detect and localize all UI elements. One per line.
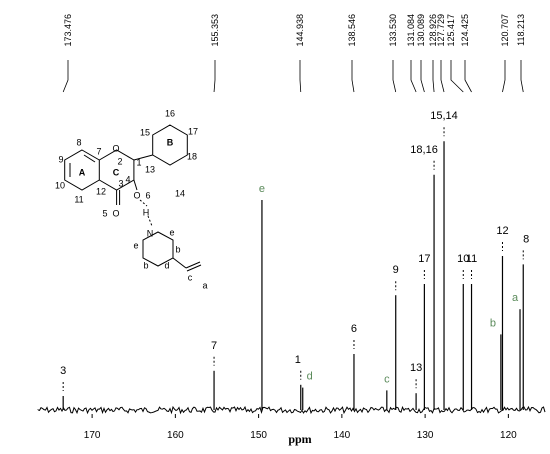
structure-bonds [64,124,202,272]
peak-ppm-label: 131.084 [406,14,416,47]
ppm-connector [464,60,472,93]
structure-label: A [79,167,86,177]
peak-ppm-label: 128.926 [428,14,438,47]
ppm-connector [420,60,425,93]
peak-annotation: 15,14 [430,110,458,122]
peak-annotation: 11 [466,253,477,265]
structure-label: N [147,228,154,238]
ppm-connector [440,60,445,93]
structure-label: e [169,227,174,237]
x-tick-label: 150 [250,430,267,441]
peak-annotation: 9 [393,264,399,276]
x-tick-label: 160 [167,430,184,441]
x-tick-label: 130 [417,430,434,441]
peak-annotation: 17 [418,253,430,265]
peak-annotation: a [512,292,519,304]
peak-ppm-label: 144.938 [295,14,305,47]
structure-label: e [133,240,138,250]
ppm-connector [432,60,435,93]
structure-label: 6 [145,190,150,200]
peak-annotation: d [307,371,313,383]
peak-annotation: 1 [295,354,301,366]
ppm-connector [213,60,216,93]
structure-label: 5 [102,208,107,218]
peak-ppm-label: 120.707 [500,14,510,47]
structure-label: 12 [96,186,106,196]
peak-ppm-label: 173.476 [63,14,73,47]
peak-annotation: 13 [410,362,422,374]
structure-label: 13 [145,164,155,174]
structure-label: 7 [96,146,101,156]
x-tick-label: 120 [500,430,517,441]
structure-label: B [167,137,174,147]
peak-annotation: 12 [496,225,508,237]
peak-ppm-label: 133.530 [388,14,398,47]
x-tick-label: 170 [84,430,101,441]
structure-label: C [113,167,120,177]
peak-annotation: 18,16 [410,144,438,156]
x-axis-label: ppm [288,432,311,446]
structure-label: H [143,207,150,217]
structure-label: 3 [118,178,123,188]
structure-label: 8 [76,137,81,147]
ppm-connector [299,60,302,93]
ppm-connector [520,60,524,93]
structure-label: 4 [125,174,130,184]
structure-label: 15 [140,127,150,137]
structure-label: 16 [165,108,175,118]
structure-label: c [188,272,193,282]
peak-annotation: 8 [523,233,529,245]
peak-ppm-label: 155.353 [210,14,220,47]
ppm-connector [62,60,69,93]
structure-label: 2 [117,156,122,166]
baseline-noise [37,405,546,415]
peak-annotation: c [384,373,390,385]
x-tick-label: 140 [334,430,351,441]
ppm-connector [410,60,417,93]
structure-label: 14 [175,188,185,198]
structure-label: 10 [55,180,65,190]
structure-label: a [202,280,207,290]
peak-annotation: b [490,317,496,329]
ppm-connector [392,60,397,93]
peak-annotation: 10 [457,253,469,265]
peak-ppm-label: 124.425 [460,14,470,47]
structure-label: b [143,260,148,270]
peak-ppm-label: 127.729 [436,14,446,47]
peak-ppm-label: 125.417 [446,14,456,47]
structure-label: O [112,143,119,153]
peak-ppm-label: 130.089 [416,14,426,47]
peak-annotation: e [259,183,265,195]
ppm-connector [351,60,355,93]
structure-label: 1 [136,157,141,167]
structure-label: 18 [187,151,197,161]
structure-label: d [164,260,169,270]
ppm-connector [450,60,464,93]
structure-label: O [133,190,140,200]
structure-label: 17 [188,126,198,136]
peak-annotation: 7 [211,340,217,352]
ppm-connector [502,60,506,93]
structure-label: 9 [58,154,63,164]
structure-label: 11 [74,194,83,204]
peak-ppm-label: 118.213 [516,14,526,46]
peak-ppm-label: 138.546 [347,14,357,47]
peak-annotation: 6 [351,323,357,335]
peak-annotation: 3 [60,365,66,377]
structure-label: b [175,244,180,254]
structure-label: O [112,208,119,218]
